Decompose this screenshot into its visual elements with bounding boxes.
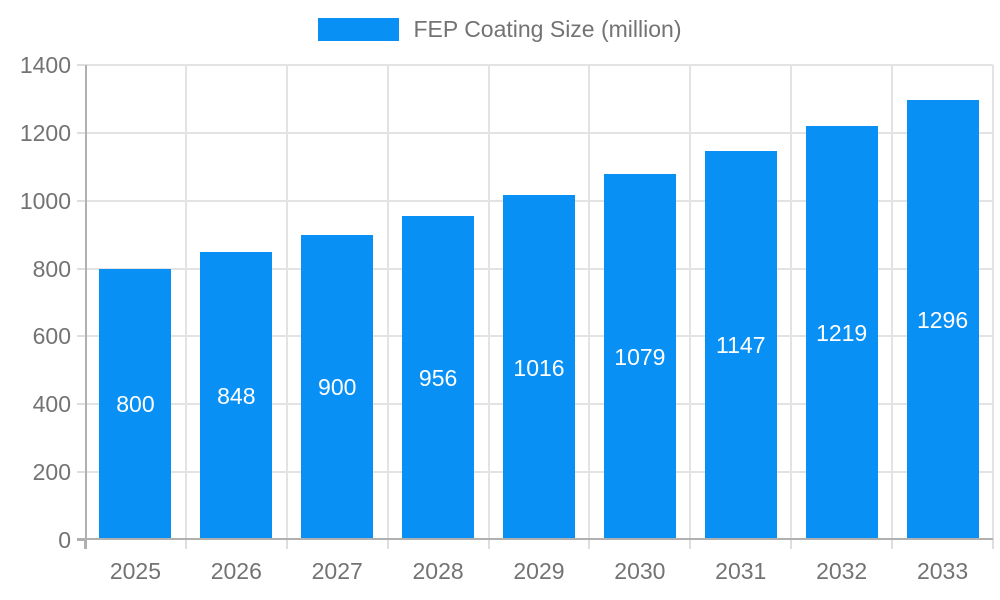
x-axis-tick	[487, 540, 490, 549]
bar-2025	[99, 268, 172, 538]
y-axis-tick	[77, 131, 85, 134]
chart-legend[interactable]: FEP Coating Size (million)	[0, 16, 1000, 43]
bar-2028	[402, 215, 475, 538]
y-axis-line	[85, 65, 87, 549]
y-gridline	[85, 131, 993, 134]
y-axis-tick	[77, 64, 85, 66]
x-axis-tick-label: 2033	[916, 558, 969, 584]
y-axis-tick-label: 600	[32, 323, 71, 350]
x-axis-tick	[992, 540, 994, 549]
bar-2031	[704, 150, 777, 538]
bar-2032	[805, 126, 878, 538]
bar-value-label: 1219	[816, 320, 868, 347]
x-axis-tick	[184, 540, 187, 549]
x-axis-tick-label: 2027	[311, 558, 363, 584]
x-axis-tick	[386, 540, 389, 549]
y-axis-tick-label: 1000	[19, 187, 71, 214]
x-axis-tick-label: 2028	[412, 558, 464, 584]
bar-2030	[603, 173, 676, 538]
y-axis-tick-label: 800	[32, 255, 71, 282]
bar-value-label: 848	[217, 383, 256, 410]
y-axis-tick-label: 400	[32, 391, 71, 418]
y-axis-tick	[77, 403, 85, 406]
y-axis-tick-label: 1200	[19, 119, 71, 146]
bar-value-label: 1079	[614, 343, 666, 370]
legend-swatch[interactable]	[318, 18, 400, 41]
x-axis-tick-label: 2029	[513, 558, 565, 584]
y-axis-tick	[77, 539, 85, 541]
x-axis-tick	[790, 540, 793, 549]
y-axis-tick-label: 0	[58, 527, 71, 553]
x-gridline	[487, 65, 490, 540]
bar-2033	[906, 100, 979, 538]
bar-value-label: 900	[318, 374, 357, 401]
x-gridline	[285, 65, 288, 540]
x-gridline	[790, 65, 793, 540]
x-gridline	[386, 65, 389, 540]
x-axis-tick-label: 2025	[109, 558, 162, 584]
plot-area: 0 200 400 600 800 1000 1200 1400 800 2025 848 2026 9…	[20, 52, 994, 584]
x-axis-tick-label: 2030	[614, 558, 666, 584]
x-axis-tick	[891, 540, 894, 549]
y-axis-tick-label: 200	[32, 459, 71, 486]
bar-2029	[503, 195, 575, 538]
bar-value-label: 1016	[513, 354, 565, 381]
bar-value-label: 800	[116, 391, 155, 418]
y-axis-tick	[77, 267, 85, 270]
y-axis-tick-label: 1400	[19, 52, 71, 78]
bar-value-label: 1147	[716, 332, 766, 359]
y-axis-tick	[77, 471, 85, 474]
x-gridline	[891, 65, 894, 540]
bar-2027	[301, 234, 374, 538]
y-gridline	[85, 64, 993, 66]
x-axis-tick-label: 2031	[715, 558, 767, 584]
x-gridline	[992, 65, 994, 540]
bar-2026	[200, 252, 273, 538]
x-axis-tick	[588, 540, 591, 549]
x-axis-line	[77, 538, 993, 540]
x-gridline	[184, 65, 187, 540]
x-gridline	[689, 65, 692, 540]
y-axis-tick	[77, 335, 85, 338]
x-axis-tick-label: 2032	[816, 558, 868, 584]
x-axis-tick	[285, 540, 288, 549]
x-gridline	[588, 65, 591, 540]
x-axis-tick	[689, 540, 692, 549]
x-axis-tick-label: 2026	[210, 558, 262, 584]
y-axis-tick	[77, 199, 85, 202]
bar-value-label: 956	[418, 364, 458, 391]
legend-label[interactable]: FEP Coating Size (million)	[413, 16, 682, 42]
bar-value-label: 1296	[916, 307, 969, 334]
